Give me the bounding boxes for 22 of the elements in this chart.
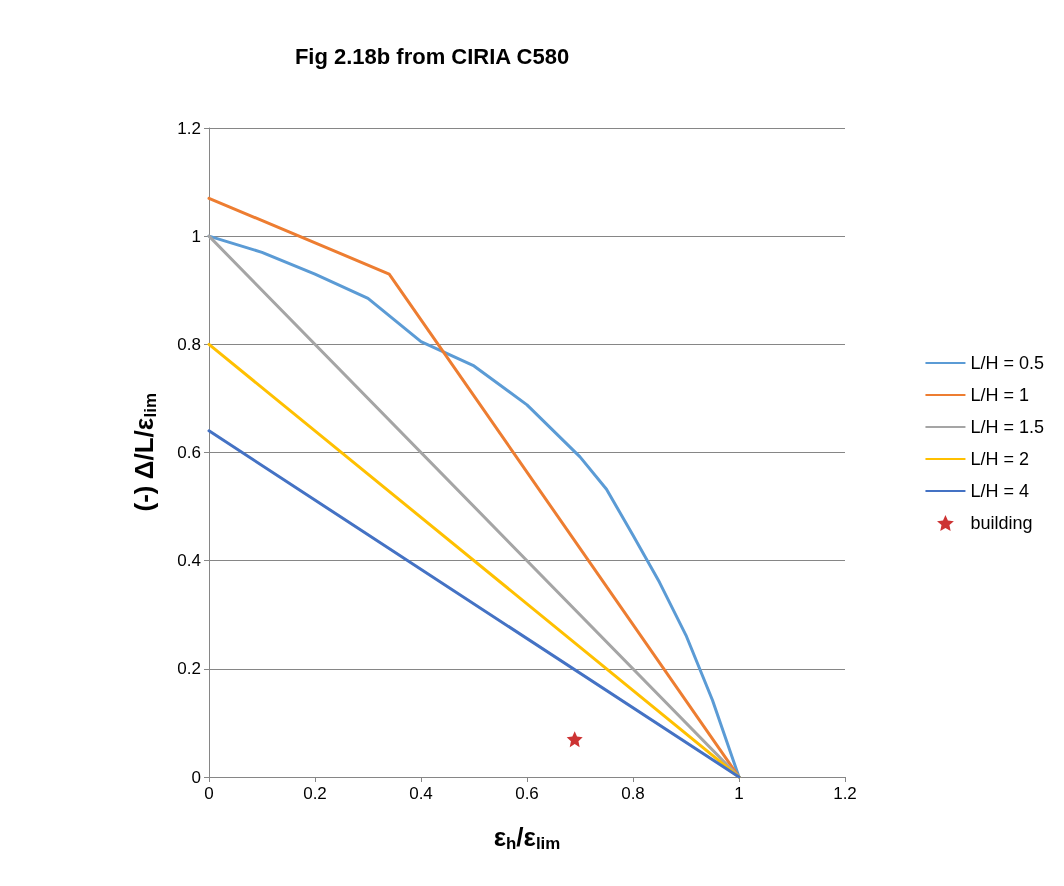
x-tick-label: 1 [734,784,744,803]
y-tick-label: 1 [191,226,201,246]
x-tick-label: 0.2 [303,784,327,803]
y-tick-label: 1.2 [177,118,201,138]
y-tick-label: 0.2 [177,659,201,679]
y-tick-label: 0.8 [177,334,201,354]
legend-label: building [970,513,1033,533]
y-tick-label: 0.4 [177,551,201,571]
x-tick-label: 0.8 [621,784,645,803]
x-tick-label: 0.4 [409,784,433,803]
chart-title: Fig 2.18b from CIRIA C580 [294,43,570,69]
legend-label: L/H = 1.5 [970,417,1044,437]
y-axis-title: (-) Δ/L/εlim [129,393,160,512]
y-tick-label: 0 [191,767,201,787]
legend-label: L/H = 1 [970,385,1029,405]
x-tick-label: 0 [204,784,214,803]
y-tick-label: 0.6 [177,443,201,462]
legend-label: L/H = 4 [970,481,1029,501]
legend-label: L/H = 0.5 [970,353,1044,373]
x-tick-label: 0.6 [515,784,539,803]
legend-label: L/H = 2 [970,449,1029,469]
x-tick-label: 1.2 [833,784,857,803]
